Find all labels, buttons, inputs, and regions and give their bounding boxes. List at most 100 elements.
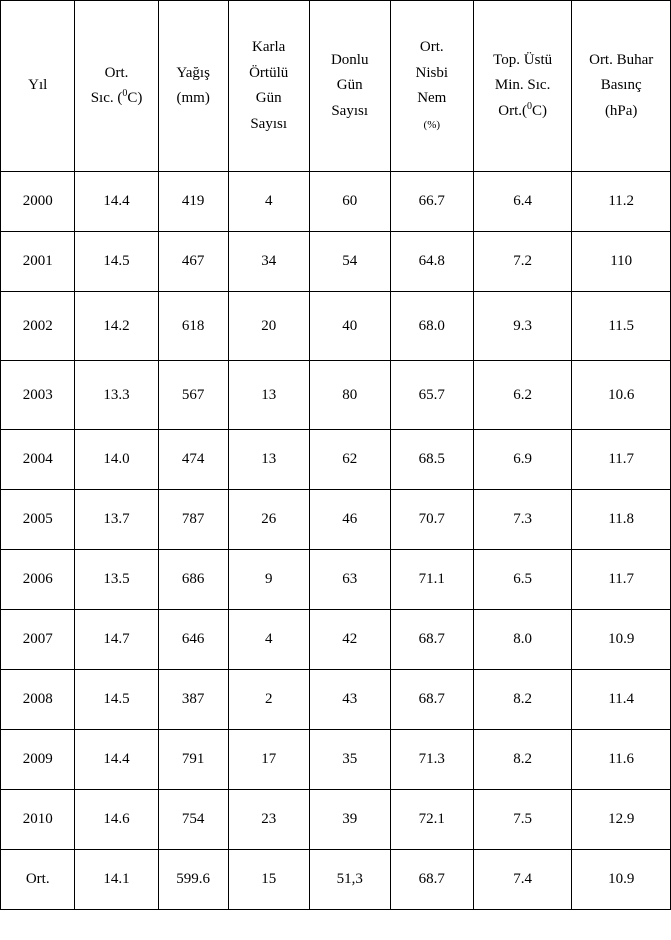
header-vapor-l1: Ort. Buhar: [589, 52, 653, 68]
table-row: 200714.764644268.78.010.9: [1, 610, 671, 670]
header-humid: Ort. Nisbi Nem (%): [390, 1, 473, 172]
cell-precip: 567: [158, 361, 228, 430]
header-snow-l3: Gün: [256, 90, 282, 106]
header-precip: Yağış (mm): [158, 1, 228, 172]
table-row: 200513.7787264670.77.311.8: [1, 490, 671, 550]
cell-snow: 13: [228, 430, 309, 490]
cell-vapor: 11.5: [572, 292, 671, 361]
cell-frost: 51,3: [309, 850, 390, 910]
header-temp-l2-post: C): [127, 90, 142, 106]
cell-humid: 68.0: [390, 292, 473, 361]
cell-year: 2007: [1, 610, 75, 670]
cell-frost: 62: [309, 430, 390, 490]
table-row: Ort.14.1599.61551,368.77.410.9: [1, 850, 671, 910]
header-frost-l1: Donlu: [331, 52, 369, 68]
cell-minsoil: 6.5: [473, 550, 572, 610]
cell-vapor: 110: [572, 232, 671, 292]
header-minsoil: Top. Üstü Min. Sıc. Ort.(0C): [473, 1, 572, 172]
header-frost: Donlu Gün Sayısı: [309, 1, 390, 172]
header-snow-l1: Karla: [252, 39, 285, 55]
cell-snow: 23: [228, 790, 309, 850]
cell-frost: 42: [309, 610, 390, 670]
header-humid-l3: Nem: [417, 90, 446, 106]
cell-precip: 791: [158, 730, 228, 790]
cell-snow: 26: [228, 490, 309, 550]
cell-humid: 71.3: [390, 730, 473, 790]
climate-data-table: Yıl Ort. Sıc. (0C) Yağış (mm) Karla Örtü…: [0, 0, 671, 910]
table-row: 200114.5467345464.87.2110: [1, 232, 671, 292]
cell-precip: 599.6: [158, 850, 228, 910]
header-precip-l2: (mm): [176, 90, 209, 106]
cell-frost: 80: [309, 361, 390, 430]
cell-vapor: 11.2: [572, 172, 671, 232]
cell-snow: 4: [228, 610, 309, 670]
header-minsoil-l3-post: C): [532, 103, 547, 119]
cell-humid: 68.7: [390, 610, 473, 670]
cell-snow: 13: [228, 361, 309, 430]
cell-precip: 387: [158, 670, 228, 730]
header-year: Yıl: [1, 1, 75, 172]
header-minsoil-l1: Top. Üstü: [493, 52, 552, 68]
cell-year: 2010: [1, 790, 75, 850]
cell-year: 2006: [1, 550, 75, 610]
header-frost-l2: Gün: [337, 77, 363, 93]
cell-minsoil: 6.9: [473, 430, 572, 490]
cell-year: 2000: [1, 172, 75, 232]
cell-precip: 467: [158, 232, 228, 292]
cell-snow: 2: [228, 670, 309, 730]
table-row: 200914.4791173571.38.211.6: [1, 730, 671, 790]
cell-minsoil: 8.2: [473, 670, 572, 730]
header-precip-l1: Yağış: [176, 65, 210, 81]
cell-minsoil: 6.2: [473, 361, 572, 430]
cell-humid: 71.1: [390, 550, 473, 610]
cell-vapor: 12.9: [572, 790, 671, 850]
cell-frost: 63: [309, 550, 390, 610]
header-temp-l2-pre: Sıc. (: [91, 90, 123, 106]
cell-temp: 14.7: [75, 610, 158, 670]
cell-vapor: 11.7: [572, 550, 671, 610]
cell-minsoil: 8.0: [473, 610, 572, 670]
cell-frost: 60: [309, 172, 390, 232]
table-body: 200014.441946066.76.411.2200114.54673454…: [1, 172, 671, 910]
cell-minsoil: 7.4: [473, 850, 572, 910]
cell-year: 2008: [1, 670, 75, 730]
cell-frost: 46: [309, 490, 390, 550]
header-snow-l4: Sayısı: [250, 116, 287, 132]
cell-temp: 13.7: [75, 490, 158, 550]
cell-humid: 68.7: [390, 850, 473, 910]
cell-precip: 618: [158, 292, 228, 361]
cell-humid: 70.7: [390, 490, 473, 550]
cell-vapor: 10.9: [572, 850, 671, 910]
cell-temp: 14.4: [75, 172, 158, 232]
cell-precip: 474: [158, 430, 228, 490]
cell-year: 2004: [1, 430, 75, 490]
cell-year: Ort.: [1, 850, 75, 910]
header-vapor-l3: (hPa): [605, 103, 638, 119]
table-row: 200414.0474136268.56.911.7: [1, 430, 671, 490]
header-humid-l4: (%): [424, 119, 441, 131]
cell-year: 2005: [1, 490, 75, 550]
header-snow-l2: Örtülü: [249, 65, 288, 81]
cell-snow: 34: [228, 232, 309, 292]
cell-vapor: 10.9: [572, 610, 671, 670]
cell-temp: 13.5: [75, 550, 158, 610]
cell-temp: 14.6: [75, 790, 158, 850]
cell-vapor: 10.6: [572, 361, 671, 430]
cell-temp: 14.5: [75, 232, 158, 292]
header-row: Yıl Ort. Sıc. (0C) Yağış (mm) Karla Örtü…: [1, 1, 671, 172]
cell-minsoil: 7.5: [473, 790, 572, 850]
cell-frost: 35: [309, 730, 390, 790]
cell-precip: 686: [158, 550, 228, 610]
cell-snow: 9: [228, 550, 309, 610]
cell-precip: 787: [158, 490, 228, 550]
header-humid-l2: Nisbi: [416, 65, 449, 81]
cell-year: 2003: [1, 361, 75, 430]
cell-humid: 66.7: [390, 172, 473, 232]
header-frost-l3: Sayısı: [331, 103, 368, 119]
cell-frost: 40: [309, 292, 390, 361]
cell-minsoil: 9.3: [473, 292, 572, 361]
cell-snow: 4: [228, 172, 309, 232]
cell-precip: 646: [158, 610, 228, 670]
cell-vapor: 11.8: [572, 490, 671, 550]
cell-temp: 14.0: [75, 430, 158, 490]
